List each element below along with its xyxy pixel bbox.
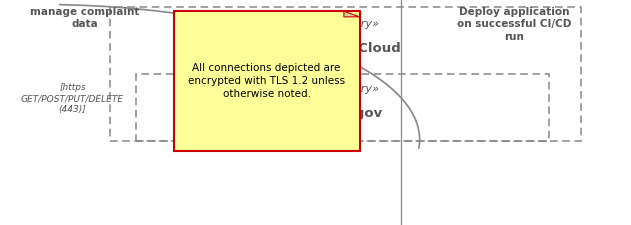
Text: All connections depicted are
encrypted with TLS 1.2 unless
otherwise noted.: All connections depicted are encrypted w…: [188, 63, 345, 99]
Bar: [136, 74, 549, 141]
Polygon shape: [344, 11, 360, 17]
Bar: [174, 11, 360, 151]
Bar: [110, 7, 581, 141]
Text: cloud.gov: cloud.gov: [309, 107, 382, 120]
Text: AWS GovCloud: AWS GovCloud: [291, 42, 401, 55]
Text: «boundary»: «boundary»: [312, 84, 379, 94]
Text: [https
GET/POST/PUT/DELETE
(443)]: [https GET/POST/PUT/DELETE (443)]: [21, 83, 124, 115]
Text: «boundary»: «boundary»: [312, 19, 379, 29]
Text: manage complaint
data: manage complaint data: [30, 7, 140, 29]
Text: Deploy application
on successful CI/CD
run: Deploy application on successful CI/CD r…: [457, 7, 572, 42]
